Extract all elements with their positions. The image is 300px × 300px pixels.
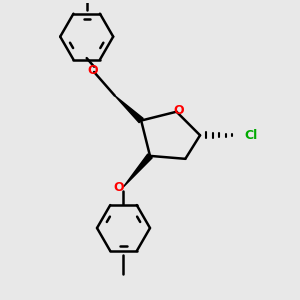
Polygon shape (115, 95, 143, 123)
Polygon shape (124, 154, 152, 187)
Text: O: O (173, 104, 184, 117)
Text: Cl: Cl (244, 129, 257, 142)
Text: O: O (88, 64, 98, 77)
Text: O: O (114, 181, 124, 194)
